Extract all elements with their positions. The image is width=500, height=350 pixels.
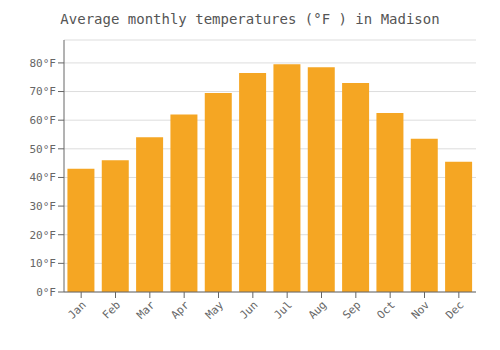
svg-text:Oct: Oct — [375, 298, 398, 321]
svg-text:Mar: Mar — [134, 298, 158, 322]
svg-text:Apr: Apr — [169, 298, 193, 322]
svg-text:Nov: Nov — [409, 298, 433, 322]
svg-text:70°F: 70°F — [30, 85, 57, 98]
svg-text:30°F: 30°F — [30, 200, 57, 213]
svg-text:60°F: 60°F — [30, 114, 57, 127]
svg-text:50°F: 50°F — [30, 143, 57, 156]
svg-text:Dec: Dec — [443, 298, 466, 321]
svg-text:40°F: 40°F — [30, 171, 57, 184]
svg-text:10°F: 10°F — [30, 257, 57, 270]
svg-text:Jan: Jan — [66, 298, 89, 321]
svg-text:Sep: Sep — [340, 298, 363, 321]
svg-text:Feb: Feb — [100, 298, 123, 321]
svg-text:Jun: Jun — [237, 298, 260, 321]
svg-text:80°F: 80°F — [30, 57, 57, 70]
svg-text:Jul: Jul — [272, 298, 295, 321]
svg-text:0°F: 0°F — [36, 286, 56, 299]
svg-text:20°F: 20°F — [30, 229, 57, 242]
svg-text:Aug: Aug — [306, 298, 329, 321]
html-text:Average monthly temperatures (: Average monthly temperatures (°F ) in Ma… — [60, 11, 440, 27]
svg-text:May: May — [203, 298, 227, 322]
